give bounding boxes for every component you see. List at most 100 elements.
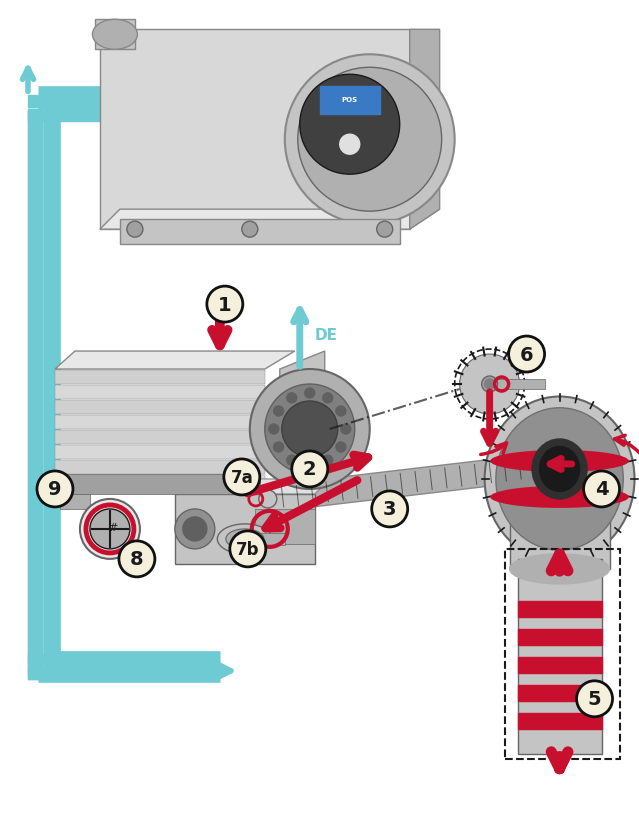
Circle shape — [576, 681, 613, 717]
Circle shape — [230, 532, 266, 568]
Circle shape — [183, 518, 207, 541]
Bar — [489, 379, 544, 390]
Circle shape — [300, 75, 400, 175]
Circle shape — [484, 379, 495, 390]
Circle shape — [285, 55, 455, 225]
Ellipse shape — [217, 524, 272, 554]
Polygon shape — [280, 351, 325, 489]
Bar — [55, 386, 265, 400]
Bar — [28, 667, 213, 679]
Circle shape — [175, 509, 215, 550]
Bar — [28, 110, 40, 674]
Bar — [518, 713, 601, 729]
Circle shape — [583, 472, 620, 507]
Text: 7a: 7a — [231, 468, 253, 486]
Bar — [100, 30, 410, 230]
Text: DE: DE — [315, 327, 338, 342]
Text: POS: POS — [342, 97, 358, 103]
Ellipse shape — [532, 440, 587, 500]
Circle shape — [37, 472, 73, 507]
Polygon shape — [410, 30, 440, 230]
Bar — [28, 96, 148, 108]
Ellipse shape — [490, 450, 629, 473]
Circle shape — [305, 460, 315, 470]
Ellipse shape — [490, 486, 629, 509]
Bar — [44, 110, 56, 679]
Circle shape — [336, 442, 346, 452]
Bar — [55, 415, 265, 429]
Circle shape — [558, 457, 571, 472]
Text: 2: 2 — [303, 460, 316, 479]
Bar — [95, 20, 135, 50]
Ellipse shape — [226, 529, 264, 550]
Bar — [55, 460, 265, 474]
Ellipse shape — [539, 447, 580, 492]
Text: 7b: 7b — [236, 541, 259, 559]
Text: 6: 6 — [520, 345, 534, 364]
Circle shape — [459, 355, 520, 414]
Bar — [28, 112, 148, 122]
Circle shape — [377, 222, 393, 238]
Bar — [245, 533, 285, 545]
Circle shape — [305, 388, 315, 399]
Bar — [518, 601, 601, 617]
Ellipse shape — [496, 408, 623, 550]
Bar — [518, 629, 601, 645]
Circle shape — [273, 442, 284, 452]
Bar — [255, 509, 315, 545]
Text: 5: 5 — [588, 690, 601, 708]
Ellipse shape — [93, 20, 137, 50]
Text: 1: 1 — [218, 295, 232, 314]
Bar — [518, 559, 601, 753]
Bar — [55, 431, 265, 445]
Bar — [60, 474, 260, 495]
Polygon shape — [175, 479, 330, 495]
Circle shape — [372, 491, 408, 527]
Bar — [55, 475, 265, 489]
Circle shape — [287, 393, 296, 403]
Bar — [518, 657, 601, 673]
Bar — [505, 550, 620, 759]
Circle shape — [323, 393, 333, 403]
Circle shape — [119, 541, 155, 577]
Text: 8: 8 — [130, 550, 144, 568]
Circle shape — [340, 135, 360, 155]
Circle shape — [207, 287, 243, 323]
Polygon shape — [55, 351, 295, 369]
Circle shape — [341, 424, 351, 434]
Circle shape — [336, 406, 346, 417]
Bar — [518, 685, 601, 701]
Ellipse shape — [236, 533, 254, 545]
Bar — [55, 400, 265, 414]
Text: 3: 3 — [383, 500, 396, 518]
Bar — [28, 654, 213, 664]
Bar — [200, 495, 230, 509]
Bar — [175, 495, 315, 564]
Bar — [60, 495, 90, 509]
Circle shape — [242, 222, 258, 238]
Ellipse shape — [484, 397, 635, 562]
Bar — [510, 469, 610, 569]
Circle shape — [224, 459, 260, 495]
Circle shape — [273, 406, 284, 417]
Bar — [120, 219, 400, 245]
Circle shape — [282, 401, 338, 457]
Circle shape — [298, 68, 442, 212]
Circle shape — [127, 222, 143, 238]
Circle shape — [323, 455, 333, 465]
Circle shape — [509, 337, 544, 373]
Text: #: # — [108, 523, 118, 532]
Circle shape — [80, 500, 140, 559]
Circle shape — [269, 424, 279, 434]
Polygon shape — [100, 210, 440, 230]
Bar — [55, 446, 265, 459]
Bar — [320, 87, 380, 115]
Text: 4: 4 — [595, 480, 608, 499]
Circle shape — [250, 369, 370, 489]
Circle shape — [287, 455, 296, 465]
Ellipse shape — [510, 554, 610, 584]
Circle shape — [265, 385, 355, 474]
Circle shape — [90, 509, 130, 550]
Bar — [44, 110, 54, 674]
Circle shape — [259, 491, 277, 509]
